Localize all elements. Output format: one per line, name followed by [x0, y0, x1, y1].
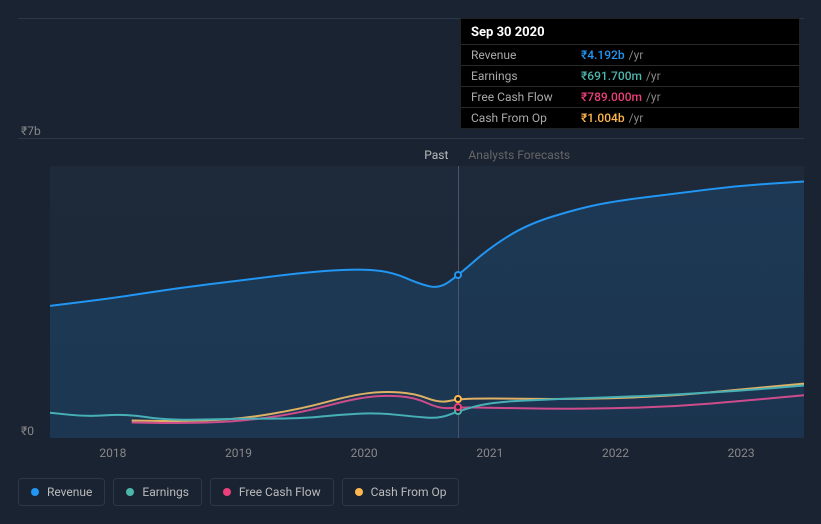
tooltip-metric-unit: /yr — [629, 48, 644, 62]
legend-dot-icon — [355, 488, 363, 496]
legend-label: Free Cash Flow — [239, 485, 321, 499]
x-axis-tick: 2022 — [602, 446, 629, 460]
tooltip-metric-unit: /yr — [646, 90, 661, 104]
chart-tooltip: Sep 30 2020 Revenue₹4.192b/yrEarnings₹69… — [460, 18, 800, 129]
plot-area[interactable] — [50, 166, 804, 438]
y-axis-max-label: ₹7b — [21, 124, 41, 138]
tooltip-metric-label: Earnings — [471, 69, 581, 83]
x-axis-tick: 2020 — [351, 446, 378, 460]
revenue-marker — [454, 271, 462, 279]
legend-item-free-cash-flow[interactable]: Free Cash Flow — [210, 478, 334, 506]
tooltip-metric-value: ₹789.000m — [581, 90, 642, 104]
revenue-area — [50, 182, 804, 438]
past-section-label: Past — [18, 148, 458, 162]
forecast-section-label: Analysts Forecasts — [458, 148, 570, 162]
legend-label: Revenue — [47, 485, 92, 499]
tooltip-metric-value: ₹4.192b — [581, 48, 625, 62]
tooltip-metric-label: Revenue — [471, 48, 581, 62]
x-axis-tick: 2018 — [99, 446, 126, 460]
cfo-marker — [454, 395, 462, 403]
x-axis-tick: 2019 — [225, 446, 252, 460]
fcf-marker — [454, 403, 462, 411]
legend-label: Cash From Op — [371, 485, 447, 499]
x-axis-tick: 2021 — [476, 446, 503, 460]
tooltip-metric-unit: /yr — [646, 69, 661, 83]
y-axis-min-label: ₹0 — [21, 424, 34, 438]
tooltip-metric-label: Cash From Op — [471, 111, 581, 125]
tooltip-metric-unit: /yr — [629, 111, 644, 125]
tooltip-date: Sep 30 2020 — [461, 19, 799, 44]
legend-item-revenue[interactable]: Revenue — [18, 478, 105, 506]
chart-lines — [50, 166, 804, 438]
tooltip-row: Cash From Op₹1.004b/yr — [461, 107, 799, 128]
y-max-gridline — [18, 138, 804, 139]
legend-dot-icon — [223, 488, 231, 496]
tooltip-row: Earnings₹691.700m/yr — [461, 65, 799, 86]
chart-legend: Revenue Earnings Free Cash Flow Cash From O… — [18, 478, 459, 506]
tooltip-metric-value: ₹691.700m — [581, 69, 642, 83]
legend-dot-icon — [126, 488, 134, 496]
section-labels: Past Analysts Forecasts — [18, 148, 804, 162]
tooltip-metric-label: Free Cash Flow — [471, 90, 581, 104]
legend-item-earnings[interactable]: Earnings — [113, 478, 202, 506]
tooltip-row: Revenue₹4.192b/yr — [461, 44, 799, 65]
x-axis-tick: 2023 — [728, 446, 755, 460]
tooltip-metric-value: ₹1.004b — [581, 111, 625, 125]
legend-label: Earnings — [142, 485, 189, 499]
legend-dot-icon — [31, 488, 39, 496]
financials-chart: Sep 30 2020 Revenue₹4.192b/yrEarnings₹69… — [18, 18, 804, 506]
tooltip-row: Free Cash Flow₹789.000m/yr — [461, 86, 799, 107]
x-axis: 2018 2019 2020 2021 2022 2023 — [50, 446, 804, 466]
legend-item-cash-from-op[interactable]: Cash From Op — [342, 478, 460, 506]
